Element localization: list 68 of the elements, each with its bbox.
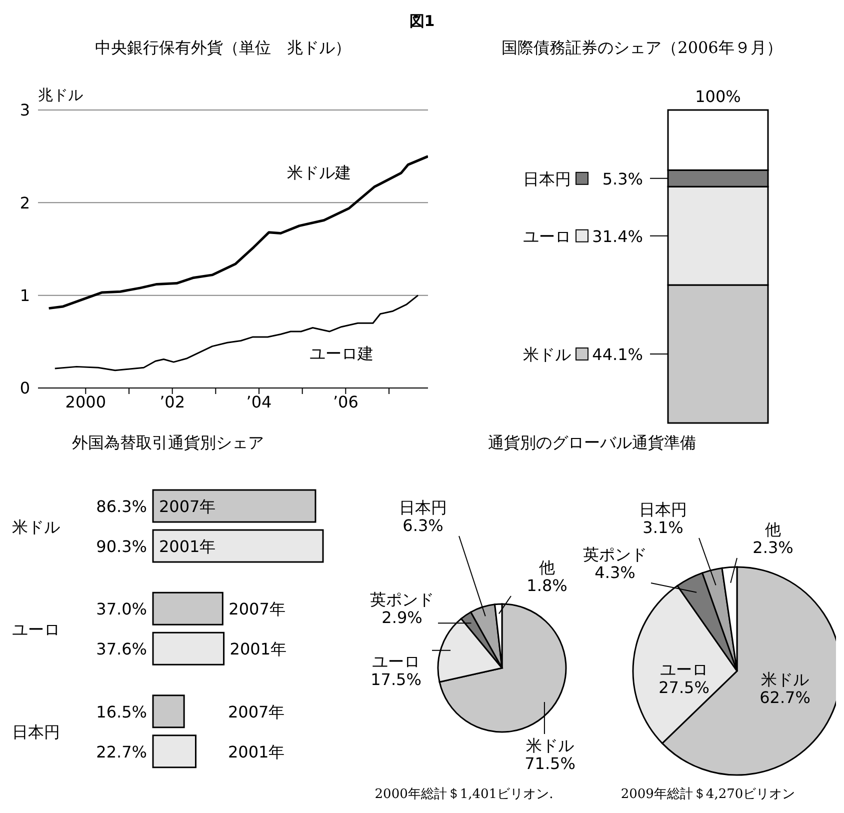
data-label: 22.7% — [96, 742, 147, 762]
data-label: 17.5% — [370, 670, 422, 689]
slice-label: 英ポンド — [583, 545, 647, 564]
y-tick-label: ユーロ — [12, 620, 60, 639]
data-label: 5.3% — [602, 169, 643, 188]
y-tick-label: 米ドル — [12, 517, 60, 536]
slice-label: 英ポンド — [370, 590, 434, 609]
slice-label: 他 — [539, 558, 555, 577]
x-tick-label: ’04 — [246, 392, 272, 412]
text: 2001年 — [230, 640, 287, 659]
data-label: 71.5% — [524, 754, 576, 773]
data-label: 16.5% — [96, 702, 147, 722]
data-label: 86.3% — [96, 497, 147, 516]
data-label: 90.3% — [96, 537, 147, 556]
text: 2001年 — [228, 742, 285, 762]
caption: 図1 — [408, 12, 436, 31]
series-label: 2001年 — [159, 537, 216, 556]
line-series — [54, 294, 419, 372]
chart-title: 中央銀行保有外貨（単位 兆ドル） — [94, 38, 352, 59]
total-label: 100% — [695, 87, 741, 106]
line-series — [48, 155, 428, 310]
y-tick-label: 1 — [20, 286, 30, 306]
y-axis-title: 兆ドル — [38, 86, 83, 105]
bar — [152, 592, 224, 626]
slice-label: 他 — [765, 520, 781, 539]
slice-label: ユーロ — [372, 652, 420, 671]
chart-title: 通貨別のグローバル通貨準備 — [487, 433, 697, 454]
bar — [152, 489, 316, 523]
x-tick-label: 2000 — [65, 392, 106, 412]
data-label: 6.3% — [402, 516, 444, 535]
x-tick-label: ’06 — [332, 392, 358, 412]
data-label: 44.1% — [592, 344, 643, 364]
slice-label: ユーロ — [660, 660, 708, 679]
chart-title: 外国為替取引通貨別シェア — [71, 433, 265, 454]
series-label: ユーロ建 — [309, 344, 374, 363]
data-label: 31.4% — [592, 226, 643, 246]
y-tick-label: 0 — [20, 378, 30, 398]
data-label: 37.0% — [96, 600, 147, 619]
text: 2007年 — [228, 600, 286, 619]
bar — [152, 632, 225, 666]
y-tick-label: 2 — [20, 193, 30, 212]
y-tick-label: 3 — [20, 100, 30, 120]
data-label: 3.1% — [642, 518, 684, 537]
slice-label: 米ドル — [761, 670, 809, 689]
chart-title: 国際債務証券のシェア（2006年９月） — [500, 38, 784, 59]
bar — [152, 529, 324, 563]
text: 2007年 — [228, 702, 285, 722]
slice-label: 米ドル — [526, 736, 574, 755]
data-label: 2.3% — [752, 538, 794, 557]
data-label: 37.6% — [96, 640, 147, 659]
text: 2009年総計＄4,270ビリオン — [620, 786, 796, 803]
slice-label: 日本円 — [399, 498, 447, 517]
slice-label: 日本円 — [639, 500, 687, 519]
bar — [152, 734, 196, 768]
x-tick-label: ’02 — [160, 392, 186, 412]
data-label: 1.8% — [526, 576, 568, 595]
series-label: 米ドル建 — [287, 163, 352, 182]
y-tick-label: 日本円 — [12, 722, 60, 742]
data-label: 27.5% — [658, 678, 710, 697]
series-label: 2007年 — [159, 497, 216, 516]
legend-label: 米ドル — [523, 344, 571, 364]
data-label: 4.3% — [594, 563, 636, 582]
bar — [152, 694, 185, 728]
legend-label: 日本円 — [523, 169, 571, 188]
data-label: 2.9% — [382, 608, 422, 627]
legend-label: ユーロ — [523, 226, 571, 246]
data-label: 62.7% — [760, 688, 810, 707]
text: 2000年総計＄1,401ビリオン. — [374, 786, 554, 803]
